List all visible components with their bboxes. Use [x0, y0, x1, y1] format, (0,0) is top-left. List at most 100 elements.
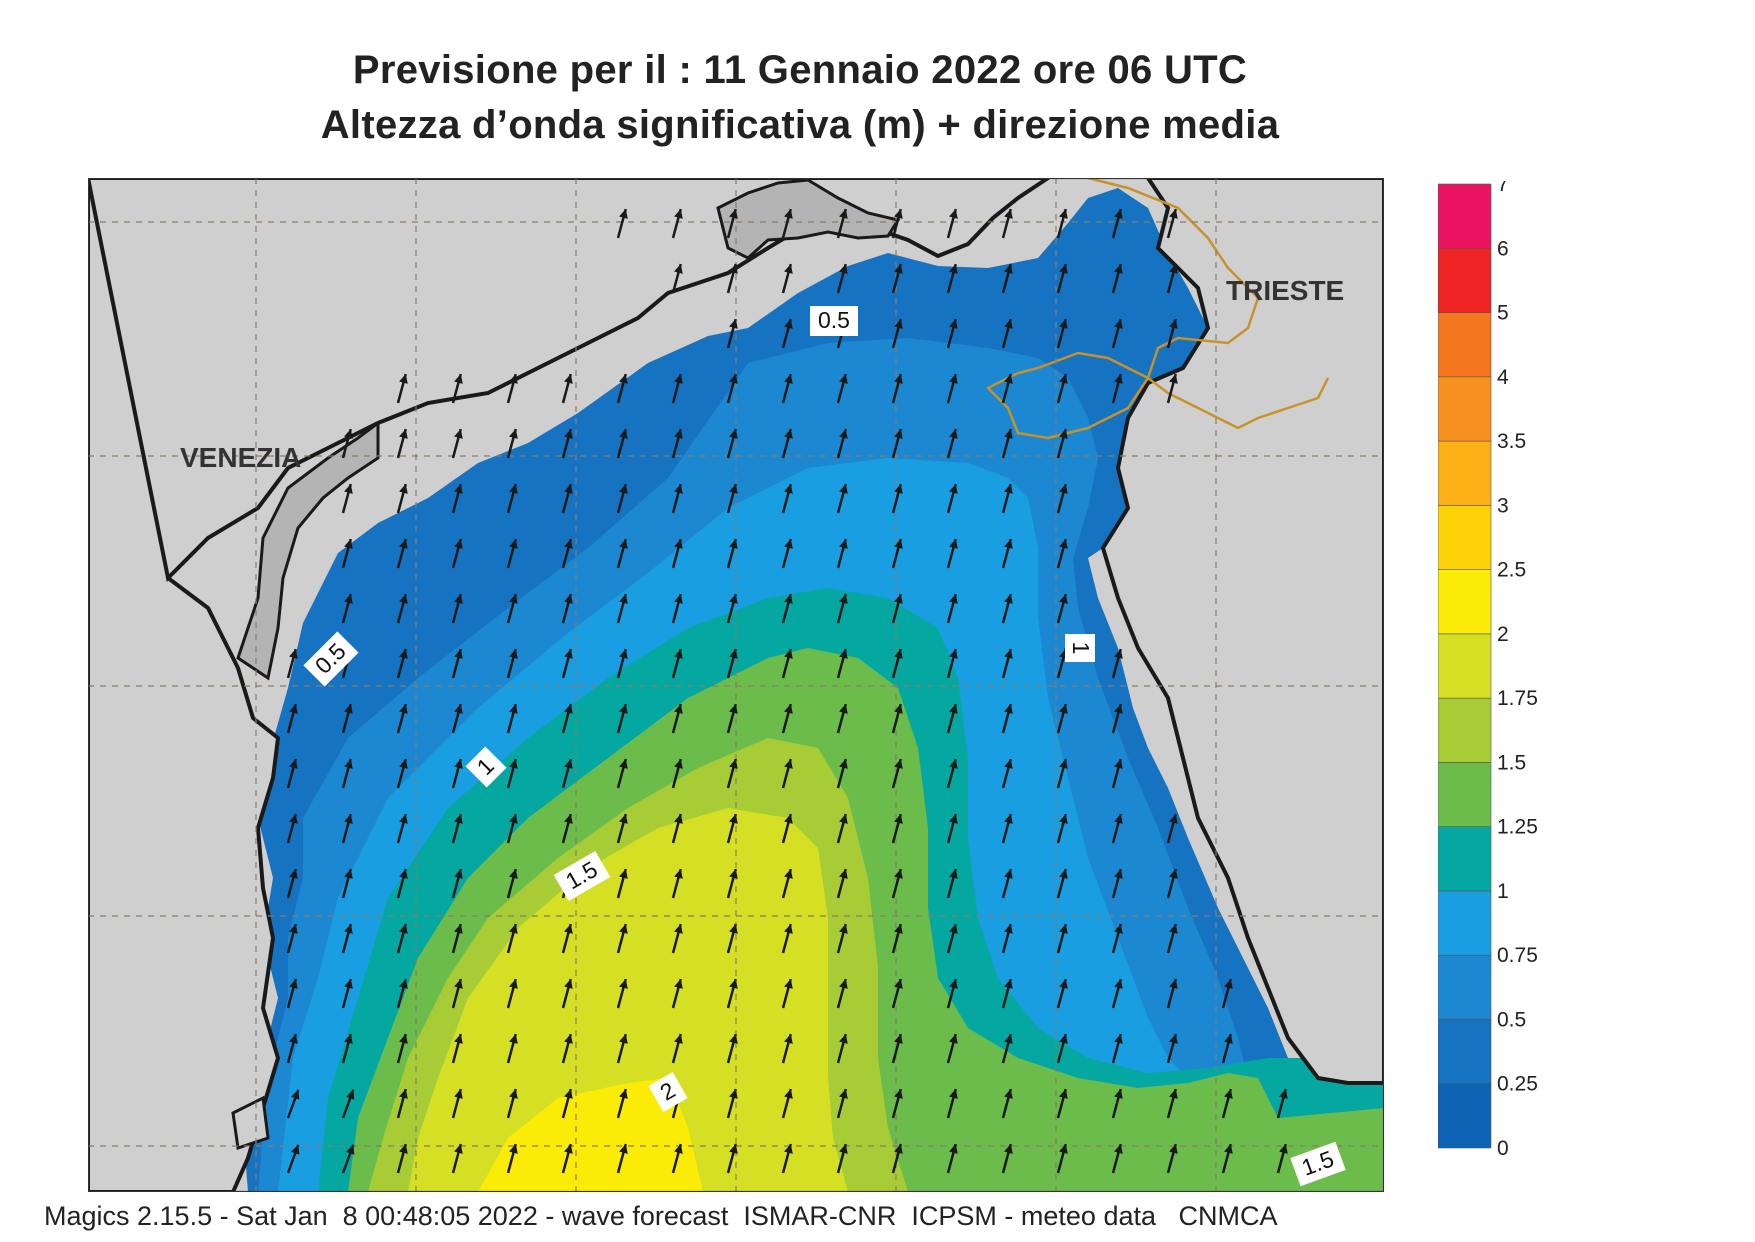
direction-arrow-head: [1114, 759, 1123, 769]
direction-arrow-head: [784, 429, 793, 439]
direction-arrow-head: [564, 649, 573, 659]
map-title-date: Previsione per il : 11 Gennaio 2022 ore …: [352, 48, 1248, 92]
direction-arrow-head: [1004, 429, 1013, 439]
legend-tick-label: 1.25: [1497, 816, 1538, 839]
direction-arrow-head: [289, 814, 298, 824]
direction-arrow-head: [509, 1034, 518, 1044]
direction-arrow-head: [674, 979, 683, 989]
direction-arrow-head: [674, 1034, 683, 1044]
band-1.75-2: [408, 808, 848, 1192]
direction-arrow-head: [949, 759, 958, 769]
direction-arrow-head: [674, 264, 683, 274]
direction-arrow-head: [674, 374, 683, 384]
direction-arrow-head: [399, 484, 408, 494]
direction-arrow-head: [949, 374, 958, 384]
direction-arrow-head: [784, 484, 793, 494]
direction-arrow-head: [619, 1089, 628, 1099]
direction-arrow-head: [1059, 759, 1068, 769]
legend-swatch: [1438, 505, 1492, 570]
direction-arrow-head: [1224, 1034, 1233, 1044]
direction-arrow-head: [1114, 264, 1123, 274]
direction-arrow-head: [344, 814, 353, 824]
direction-arrow-head: [1224, 1144, 1233, 1154]
legend-tick-label: 0.75: [1497, 944, 1538, 967]
city-venezia: VENEZIA: [180, 442, 301, 473]
direction-arrow-head: [1114, 649, 1123, 659]
direction-arrow-head: [509, 759, 518, 769]
direction-arrow-head: [290, 1144, 300, 1155]
direction-arrow-head: [1059, 319, 1068, 329]
color-legend: 0 0.25 0.5 0.75 1 1.25 1.5 1.75 2 2.5 3 3.5 4 5 6 7: [1438, 181, 1538, 1160]
direction-arrow-head: [619, 374, 628, 384]
direction-arrow-head: [344, 594, 353, 604]
direction-arrow-head: [839, 429, 848, 439]
svg-text:1: 1: [1068, 642, 1094, 655]
legend-swatch: [1438, 183, 1492, 249]
direction-arrow-head: [1114, 869, 1123, 879]
direction-arrow-head: [399, 924, 408, 934]
direction-arrow-head: [345, 1144, 355, 1155]
direction-arrow-head: [399, 539, 408, 549]
direction-arrow-head: [509, 869, 518, 879]
direction-arrow-head: [1004, 1034, 1013, 1044]
direction-arrow-head: [1004, 209, 1013, 219]
direction-arrow-head: [619, 594, 628, 604]
direction-arrow-head: [1059, 869, 1068, 879]
direction-arrow-head: [949, 924, 958, 934]
legend-swatch: [1438, 1019, 1492, 1085]
venice-lagoon: [236, 420, 380, 681]
direction-arrow-head: [839, 979, 848, 989]
direction-arrow-head: [894, 1089, 903, 1099]
direction-arrow-head: [1004, 484, 1013, 494]
direction-arrow-head: [1114, 704, 1123, 714]
direction-arrow-head: [509, 704, 518, 714]
direction-arrow-head: [949, 979, 958, 989]
direction-arrow-head: [619, 814, 628, 824]
direction-arrow-head: [454, 429, 463, 439]
direction-arrow-head: [784, 1144, 793, 1154]
legend-swatch: [1438, 762, 1492, 827]
direction-arrow-head: [1169, 374, 1178, 384]
direction-arrow-head: [289, 869, 298, 879]
direction-arrow-head: [454, 869, 463, 879]
contour-label-1-east: 1: [1065, 634, 1095, 662]
direction-arrow-head: [399, 814, 408, 824]
direction-arrow-head: [619, 704, 628, 714]
direction-arrow-head: [674, 704, 683, 714]
direction-arrow-head: [729, 814, 738, 824]
direction-arrow-head: [1004, 1089, 1013, 1099]
direction-arrow-head: [564, 924, 573, 934]
direction-arrow-head: [1169, 1144, 1178, 1154]
direction-arrow-head: [1169, 1034, 1178, 1044]
direction-arrow-head: [454, 539, 463, 549]
direction-arrow-head: [1114, 924, 1123, 934]
direction-arrow-head: [1004, 374, 1013, 384]
direction-arrow-head: [729, 1089, 738, 1099]
direction-arrow-head: [784, 979, 793, 989]
legend-tick-label: 1.5: [1497, 751, 1526, 774]
direction-arrow-head: [894, 374, 903, 384]
direction-arrow-head: [894, 209, 903, 219]
direction-arrow-head: [1004, 814, 1013, 824]
direction-arrow-head: [1059, 594, 1068, 604]
direction-arrow-head: [289, 704, 298, 714]
svg-text:0.5: 0.5: [818, 307, 850, 333]
direction-arrow-head: [564, 484, 573, 494]
direction-arrow-head: [289, 1034, 298, 1044]
direction-arrow-head: [894, 704, 903, 714]
direction-arrow-head: [1059, 1144, 1068, 1154]
direction-arrow-head: [1114, 1144, 1123, 1154]
direction-arrow-head: [949, 429, 958, 439]
direction-arrow-head: [289, 924, 298, 934]
direction-arrow-head: [729, 924, 738, 934]
direction-arrow-head: [619, 759, 628, 769]
direction-arrow-head: [509, 594, 518, 604]
legend-swatch: [1438, 247, 1492, 313]
grado-lagoon: [716, 178, 901, 260]
direction-arrow-head: [949, 1144, 958, 1154]
legend-swatch: [1438, 1083, 1492, 1149]
direction-arrow-head: [784, 759, 793, 769]
direction-arrow-head: [1114, 1034, 1123, 1044]
direction-arrow-head: [1059, 979, 1068, 989]
direction-arrow-head: [894, 264, 903, 274]
